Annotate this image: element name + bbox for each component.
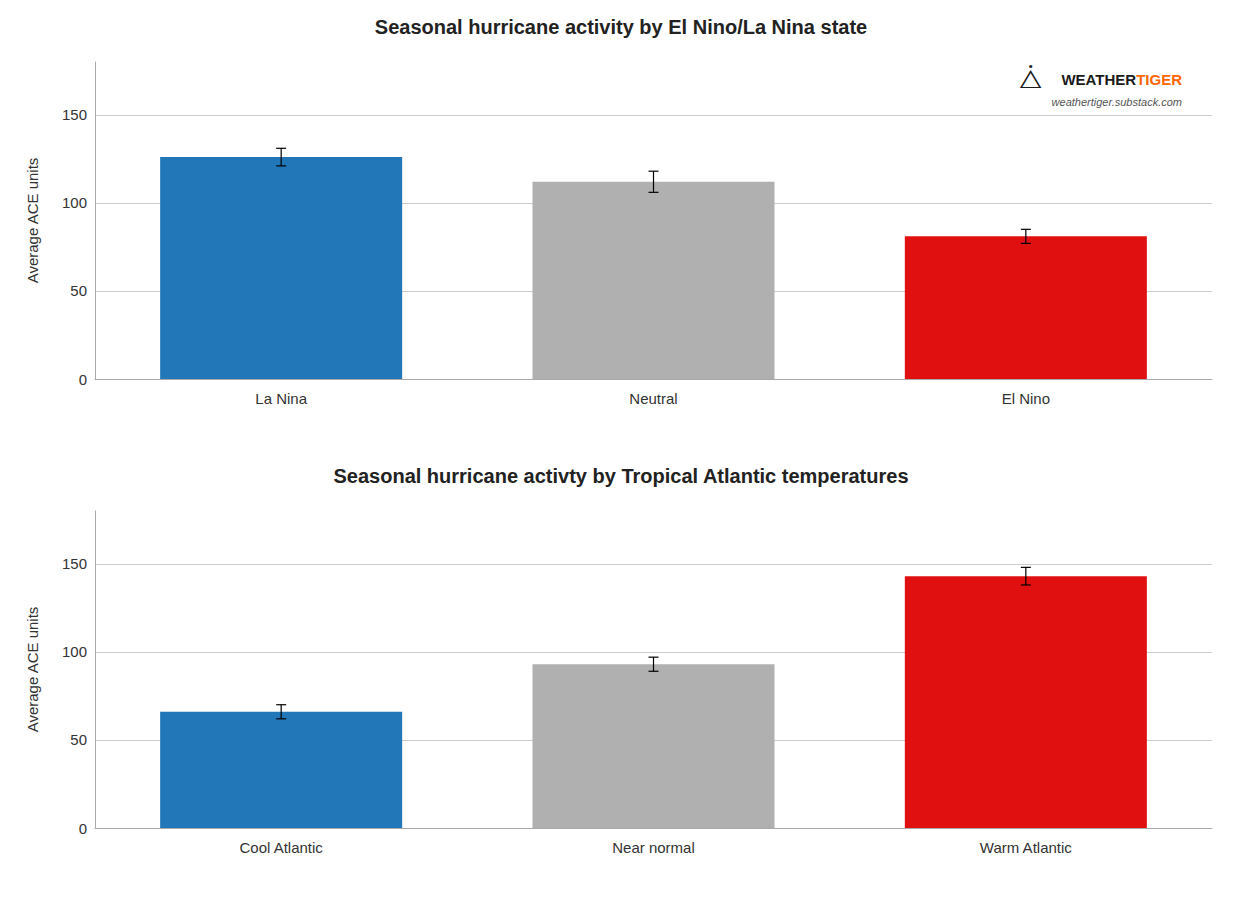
svg-text:⧊: ⧊ [1019, 64, 1042, 94]
svg-text:El Nino: El Nino [1002, 390, 1050, 407]
svg-text:Warm Atlantic: Warm Atlantic [980, 839, 1072, 856]
svg-text:50: 50 [70, 731, 87, 748]
svg-text:0: 0 [79, 820, 87, 837]
svg-text:50: 50 [70, 282, 87, 299]
svg-text:150: 150 [62, 555, 87, 572]
svg-text:La Nina: La Nina [255, 390, 307, 407]
svg-text:TIGER: TIGER [1136, 71, 1182, 88]
svg-text:Average ACE units: Average ACE units [24, 607, 41, 733]
svg-text:Seasonal hurricane activity by: Seasonal hurricane activity by El Nino/L… [375, 16, 867, 38]
svg-text:150: 150 [62, 106, 87, 123]
svg-text:100: 100 [62, 194, 87, 211]
svg-text:Average ACE units: Average ACE units [24, 158, 41, 284]
svg-text:0: 0 [79, 371, 87, 388]
svg-text:Near normal: Near normal [612, 839, 695, 856]
svg-text:Cool Atlantic: Cool Atlantic [239, 839, 323, 856]
svg-text:WEATHER: WEATHER [1061, 71, 1136, 88]
svg-text:Seasonal hurricane activty by: Seasonal hurricane activty by Tropical A… [333, 465, 908, 487]
svg-text:100: 100 [62, 643, 87, 660]
svg-text:Neutral: Neutral [629, 390, 677, 407]
svg-text:weathertiger.substack.com: weathertiger.substack.com [1052, 96, 1182, 108]
